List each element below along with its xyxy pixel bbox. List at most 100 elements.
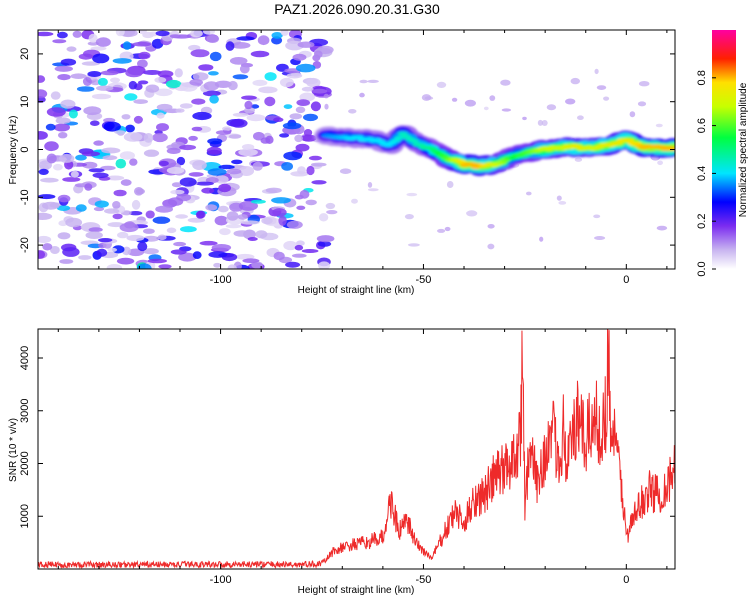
noise-blob bbox=[232, 112, 249, 117]
noise-blob bbox=[171, 182, 182, 188]
noise-blob bbox=[97, 77, 108, 87]
y-tick-label: 0 bbox=[19, 146, 31, 152]
noise-blob bbox=[303, 113, 318, 122]
noise-blob bbox=[56, 205, 71, 212]
noise-blob bbox=[264, 72, 277, 81]
noise-blob bbox=[50, 246, 60, 254]
signal-segment bbox=[408, 138, 419, 143]
noise-blob bbox=[240, 220, 260, 225]
noise-blob bbox=[178, 252, 197, 262]
noise-blob bbox=[283, 240, 298, 251]
noise-blob bbox=[222, 126, 232, 131]
x-tick-label: 0 bbox=[623, 274, 629, 286]
noise-blob bbox=[154, 88, 173, 97]
noise-blob bbox=[637, 101, 647, 107]
noise-blob bbox=[279, 77, 294, 88]
noise-blob bbox=[214, 175, 229, 184]
noise-blob bbox=[655, 123, 663, 128]
noise-blob bbox=[289, 113, 303, 120]
noise-blob bbox=[93, 140, 104, 146]
noise-blob bbox=[303, 129, 313, 137]
noise-blob bbox=[228, 80, 238, 91]
noise-blob bbox=[286, 220, 303, 229]
noise-blob bbox=[157, 70, 174, 78]
signal-segment bbox=[624, 138, 635, 143]
noise-blob bbox=[78, 255, 92, 260]
noise-blob bbox=[326, 210, 338, 215]
noise-blob bbox=[577, 115, 584, 120]
signal-segment bbox=[456, 159, 467, 164]
noise-blob bbox=[206, 35, 219, 43]
colorbar-tick-label: 0.8 bbox=[696, 70, 708, 85]
noise-blob bbox=[236, 36, 255, 41]
noise-blob bbox=[265, 135, 274, 144]
noise-blob bbox=[190, 30, 203, 38]
noise-blob bbox=[593, 214, 601, 219]
noise-blob bbox=[359, 92, 365, 98]
noise-blob bbox=[142, 70, 162, 75]
noise-blob bbox=[258, 86, 278, 94]
noise-blob bbox=[123, 132, 143, 142]
noise-blob bbox=[290, 72, 302, 77]
noise-blob bbox=[306, 77, 321, 88]
noise-blob bbox=[53, 163, 63, 171]
noise-blob bbox=[301, 134, 317, 142]
noise-blob bbox=[522, 116, 527, 121]
noise-blob bbox=[638, 81, 650, 87]
noise-blob bbox=[283, 151, 303, 161]
colorbar-tick-label: 0.6 bbox=[696, 118, 708, 133]
noise-blob bbox=[316, 235, 335, 243]
noise-blob bbox=[264, 96, 276, 107]
noise-blob bbox=[165, 79, 182, 89]
noise-blob bbox=[85, 231, 103, 239]
noise-blob bbox=[230, 42, 251, 49]
colorbar-ticks: 0.0 0.2 0.4 0.6 0.8 bbox=[696, 70, 716, 277]
noise-blob bbox=[57, 31, 68, 39]
noise-blob bbox=[124, 93, 138, 101]
noise-blob bbox=[228, 134, 242, 139]
noise-blob bbox=[296, 99, 311, 106]
noise-blob bbox=[166, 167, 185, 174]
noise-blob bbox=[273, 117, 284, 122]
noise-blob bbox=[134, 187, 144, 196]
noise-blob bbox=[290, 171, 309, 177]
noise-blob bbox=[104, 208, 120, 214]
noise-blob bbox=[464, 99, 476, 107]
noise-blob bbox=[231, 159, 243, 165]
noise-blob bbox=[238, 166, 255, 176]
noise-blob bbox=[149, 31, 158, 37]
noise-blob bbox=[57, 232, 71, 240]
noise-blob bbox=[570, 77, 580, 85]
noise-blob bbox=[166, 227, 177, 234]
noise-blob bbox=[196, 210, 206, 219]
noise-blob bbox=[82, 161, 98, 169]
noise-blob bbox=[143, 228, 155, 234]
noise-blob bbox=[311, 180, 327, 185]
noise-blob bbox=[102, 155, 118, 161]
noise-blob bbox=[52, 39, 67, 44]
noise-blob bbox=[230, 118, 248, 128]
noise-blob bbox=[603, 96, 610, 101]
noise-blob bbox=[38, 160, 52, 170]
noise-blob bbox=[451, 97, 458, 102]
x-tick-label: -50 bbox=[415, 574, 431, 586]
noise-blob bbox=[179, 144, 197, 151]
noise-blob bbox=[46, 107, 66, 117]
noise-blob bbox=[367, 188, 379, 192]
noise-blob bbox=[154, 77, 167, 83]
noise-blob bbox=[278, 215, 287, 226]
noise-blob bbox=[292, 53, 307, 61]
noise-blob bbox=[251, 261, 263, 269]
noise-blob bbox=[166, 147, 181, 154]
noise-blob bbox=[44, 141, 59, 152]
noise-blob bbox=[38, 131, 48, 140]
noise-blob bbox=[306, 165, 315, 176]
noise-blob bbox=[252, 131, 265, 141]
noise-blob bbox=[301, 249, 319, 253]
noise-blob bbox=[58, 132, 68, 139]
noise-blob bbox=[189, 79, 203, 86]
noise-blob bbox=[500, 79, 511, 86]
noise-blob bbox=[38, 31, 54, 37]
noise-blob bbox=[252, 161, 263, 171]
